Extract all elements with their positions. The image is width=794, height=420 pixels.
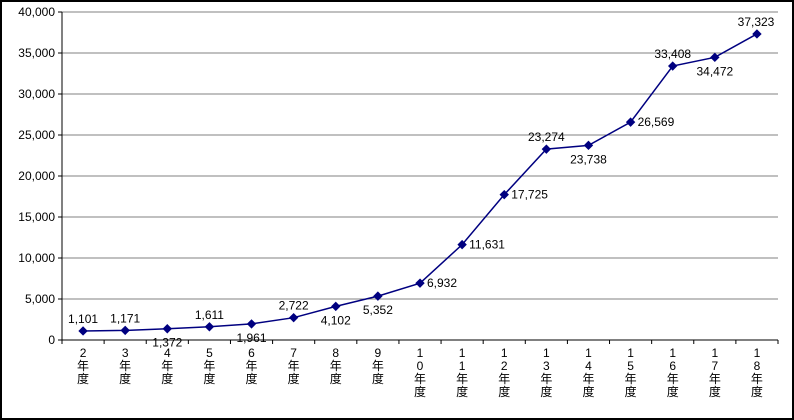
data-point-marker <box>583 140 594 151</box>
data-point-marker <box>415 278 425 288</box>
data-point-marker <box>120 325 130 336</box>
x-axis-tick-label: 5 年度 <box>203 346 215 386</box>
x-axis-tick-label: 1 0 年度 <box>414 346 426 399</box>
x-axis-tick-label: 1 6 年度 <box>667 346 679 399</box>
x-axis-tick-label: 1 8 年度 <box>751 346 763 399</box>
data-point-label: 11,631 <box>469 238 505 252</box>
data-point-marker <box>373 291 383 301</box>
x-axis-tick-label: 6 年度 <box>246 346 258 386</box>
data-point-marker <box>752 29 762 39</box>
y-axis-tick-label: 30,000 <box>18 87 55 101</box>
data-point-marker <box>710 52 720 63</box>
data-point-label: 1,961 <box>237 331 267 345</box>
x-axis-tick-label: 7 年度 <box>288 346 300 386</box>
x-axis-tick-label: 1 5 年度 <box>625 346 637 399</box>
x-axis-tick-label: 2 年度 <box>77 346 89 386</box>
data-point-label: 17,725 <box>511 188 548 202</box>
data-point-marker <box>541 144 552 154</box>
x-axis-tick-label: 1 3 年度 <box>540 346 552 399</box>
data-point-label: 1,372 <box>152 336 182 350</box>
data-point-marker <box>246 319 257 329</box>
x-axis-tick-label: 1 2 年度 <box>498 346 510 399</box>
data-point-label: 23,738 <box>570 152 607 166</box>
y-axis-tick-label: 35,000 <box>18 46 55 60</box>
y-axis-tick-label: 5,000 <box>25 292 55 306</box>
data-point-label: 2,722 <box>279 299 309 313</box>
x-axis-tick-label: 8 年度 <box>330 346 342 386</box>
data-point-marker <box>499 189 509 200</box>
data-point-label: 37,323 <box>738 15 775 29</box>
data-point-label: 1,171 <box>110 311 140 325</box>
data-point-label: 23,274 <box>528 130 565 144</box>
data-point-label: 1,611 <box>195 308 224 322</box>
data-point-marker <box>204 322 215 332</box>
data-point-marker <box>625 117 636 127</box>
data-point-label: 5,352 <box>363 303 393 317</box>
y-axis-tick-label: 0 <box>48 333 55 347</box>
data-point-label: 4,102 <box>321 313 351 327</box>
x-axis-tick-label: 1 4 年度 <box>582 346 594 399</box>
data-point-label: 34,472 <box>696 64 733 78</box>
data-point-label: 1,101 <box>68 312 98 326</box>
y-axis-tick-label: 10,000 <box>18 251 55 265</box>
x-axis-tick-label: 1 1 年度 <box>456 346 468 399</box>
data-point-marker <box>78 326 88 336</box>
x-axis-tick-label: 9 年度 <box>372 346 384 386</box>
y-axis-tick-label: 20,000 <box>18 169 55 183</box>
x-axis-tick-label: 1 7 年度 <box>709 346 721 399</box>
y-axis-tick-label: 25,000 <box>18 128 55 142</box>
x-axis-tick-label: 3 年度 <box>119 346 131 386</box>
data-point-label: 33,408 <box>654 47 691 61</box>
data-point-marker <box>288 312 299 323</box>
data-point-marker <box>331 301 341 312</box>
data-point-marker <box>457 239 467 250</box>
y-axis-tick-label: 40,000 <box>18 5 55 19</box>
y-axis-tick-label: 15,000 <box>18 210 55 224</box>
data-point-label: 6,932 <box>427 276 457 290</box>
data-point-marker <box>162 324 173 334</box>
data-point-label: 26,569 <box>638 115 675 129</box>
data-point-marker <box>667 61 678 71</box>
x-axis-tick-label: 4 年度 <box>161 346 173 386</box>
